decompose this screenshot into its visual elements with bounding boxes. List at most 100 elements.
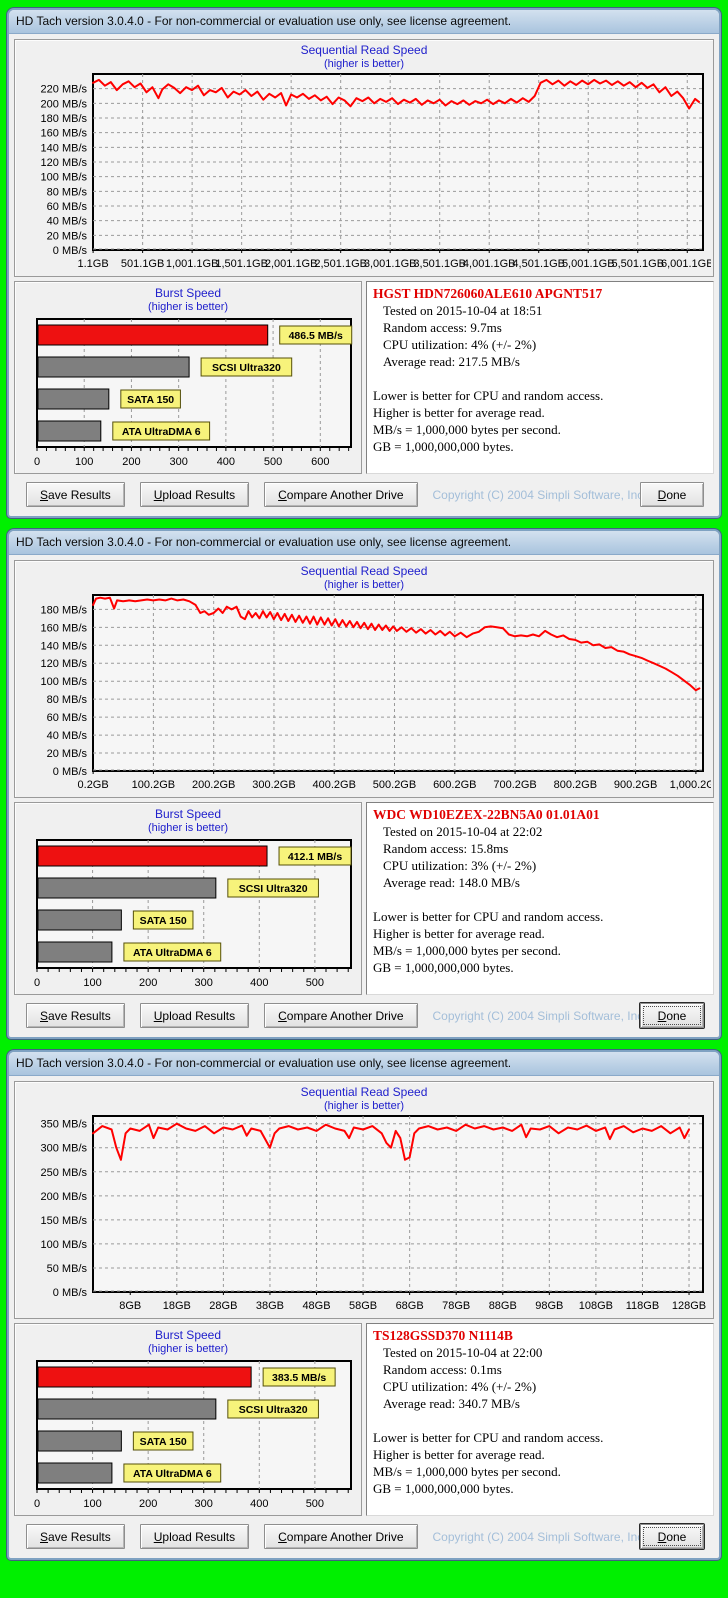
svg-text:700.2GB: 700.2GB	[493, 779, 536, 791]
burst-chart-subtitle: (higher is better)	[147, 301, 229, 313]
svg-text:600: 600	[311, 456, 329, 468]
window-title: HD Tach version 3.0.4.0 - For non-commer…	[16, 14, 512, 28]
svg-text:800.2GB: 800.2GB	[554, 779, 597, 791]
burst-chart-subtitle: (higher is better)	[147, 822, 229, 834]
sequential-read-panel: Sequential Read Speed (higher is better)…	[14, 1081, 714, 1319]
svg-text:0 MB/s: 0 MB/s	[53, 766, 88, 778]
save-results-button[interactable]: Save Results	[26, 482, 125, 507]
burst-chart-title: Burst Speed	[154, 286, 222, 300]
compare-another-drive-button[interactable]: Compare Another Drive	[264, 482, 418, 507]
save-results-button[interactable]: Save Results	[26, 1003, 125, 1028]
hdtach-window-2: HD Tach version 3.0.4.0 - For non-commer…	[7, 529, 721, 1039]
svg-text:60 MB/s: 60 MB/s	[47, 201, 88, 213]
svg-text:140 MB/s: 140 MB/s	[41, 142, 88, 154]
burst-chart-subtitle: (higher is better)	[147, 1343, 229, 1355]
svg-text:160 MB/s: 160 MB/s	[41, 128, 88, 140]
tested-on: Tested on 2015-10-04 at 18:51	[383, 303, 543, 318]
svg-text:4,001.1GB: 4,001.1GB	[463, 258, 516, 270]
svg-text:SATA 150: SATA 150	[140, 915, 187, 927]
svg-text:SCSI Ultra320: SCSI Ultra320	[212, 362, 281, 374]
svg-text:400: 400	[250, 977, 268, 989]
svg-text:5,501.1GB: 5,501.1GB	[611, 258, 664, 270]
burst-chart-title: Burst Speed	[154, 1328, 222, 1342]
average-read: Average read: 340.7 MB/s	[383, 1396, 520, 1411]
burst-speed-chart: 0 100 200 300 400 500 600 486.5 MB/s SCSI Ultra3…	[34, 318, 353, 468]
random-access: Random access: 0.1ms	[383, 1362, 502, 1377]
random-access: Random access: 9.7ms	[383, 320, 502, 335]
svg-text:SCSI Ultra320: SCSI Ultra320	[239, 883, 308, 895]
upload-results-button[interactable]: Upload Results	[139, 482, 250, 507]
svg-text:0: 0	[34, 1498, 40, 1510]
cpu-utilization: CPU utilization: 4% (+/- 2%)	[383, 1379, 537, 1394]
svg-text:412.1 MB/s: 412.1 MB/s	[288, 851, 342, 863]
seq-chart-title: Sequential Read Speed	[300, 564, 428, 578]
svg-text:100 MB/s: 100 MB/s	[41, 1239, 88, 1251]
svg-text:400: 400	[250, 1498, 268, 1510]
svg-text:100.2GB: 100.2GB	[132, 779, 175, 791]
upload-results-button[interactable]: Upload Results	[139, 1524, 250, 1549]
svg-text:3,501.1GB: 3,501.1GB	[413, 258, 466, 270]
compare-another-drive-button[interactable]: Compare Another Drive	[264, 1003, 418, 1028]
svg-text:88GB: 88GB	[489, 1300, 517, 1312]
drive-info-panel: TS128GSSD370 N1114B Tested on 2015-10-04…	[366, 1323, 714, 1516]
svg-text:501.1GB: 501.1GB	[121, 258, 164, 270]
save-results-button[interactable]: Save Results	[26, 1524, 125, 1549]
done-button[interactable]: Done	[640, 482, 704, 507]
svg-text:100 MB/s: 100 MB/s	[41, 172, 88, 184]
done-button[interactable]: Done	[640, 1003, 704, 1028]
random-access: Random access: 15.8ms	[383, 841, 509, 856]
sequential-read-panel: Sequential Read Speed (higher is better)…	[14, 560, 714, 798]
svg-text:2,001.1GB: 2,001.1GB	[265, 258, 318, 270]
note-line: Lower is better for CPU and random acces…	[373, 1430, 604, 1445]
note-line: GB = 1,000,000,000 bytes.	[373, 439, 514, 454]
svg-text:58GB: 58GB	[349, 1300, 377, 1312]
svg-text:108GB: 108GB	[579, 1300, 613, 1312]
svg-text:50 MB/s: 50 MB/s	[47, 1263, 88, 1275]
svg-text:900.2GB: 900.2GB	[614, 779, 657, 791]
note-line: Lower is better for CPU and random acces…	[373, 909, 604, 924]
svg-text:48GB: 48GB	[302, 1300, 330, 1312]
title-bar[interactable]: HD Tach version 3.0.4.0 - For non-commer…	[9, 10, 719, 34]
drive-info-panel: HGST HDN726060ALE610 APGNT517 Tested on …	[366, 281, 714, 474]
svg-text:400: 400	[217, 456, 235, 468]
compare-another-drive-button[interactable]: Compare Another Drive	[264, 1524, 418, 1549]
svg-text:98GB: 98GB	[535, 1300, 563, 1312]
seq-chart-title: Sequential Read Speed	[300, 1085, 428, 1099]
svg-text:500.2GB: 500.2GB	[373, 779, 416, 791]
svg-text:0 MB/s: 0 MB/s	[53, 1287, 88, 1299]
copyright-text: Copyright (C) 2004 Simpli Software, Inc.…	[432, 1529, 640, 1544]
svg-text:128GB: 128GB	[672, 1300, 706, 1312]
note-line: MB/s = 1,000,000 bytes per second.	[373, 422, 561, 437]
svg-text:100: 100	[83, 1498, 101, 1510]
upload-results-button[interactable]: Upload Results	[139, 1003, 250, 1028]
title-bar[interactable]: HD Tach version 3.0.4.0 - For non-commer…	[9, 531, 719, 555]
sequential-read-chart: 0 MB/s 50 MB/s 100 MB/s 150 MB/s 200 MB/s 250…	[41, 1115, 706, 1312]
burst-speed-panel: Burst Speed (higher is better) 0 100 200 30…	[14, 1323, 362, 1516]
svg-text:300: 300	[195, 977, 213, 989]
burst-chart-title: Burst Speed	[154, 807, 222, 821]
drive-model: HGST HDN726060ALE610 APGNT517	[373, 286, 603, 301]
copyright-text: Copyright (C) 2004 Simpli Software, Inc.…	[432, 487, 640, 502]
note-line: GB = 1,000,000,000 bytes.	[373, 1481, 514, 1496]
svg-text:118GB: 118GB	[626, 1300, 659, 1312]
window-title: HD Tach version 3.0.4.0 - For non-commer…	[16, 535, 512, 549]
svg-text:78GB: 78GB	[442, 1300, 470, 1312]
average-read: Average read: 148.0 MB/s	[383, 875, 520, 890]
svg-text:5,001.1GB: 5,001.1GB	[562, 258, 615, 270]
sequential-read-panel: Sequential Read Speed (higher is better)…	[14, 39, 714, 277]
svg-text:500: 500	[264, 456, 282, 468]
done-button[interactable]: Done	[640, 1524, 704, 1549]
svg-text:500: 500	[306, 1498, 324, 1510]
svg-text:300: 300	[195, 1498, 213, 1510]
seq-chart-subtitle: (higher is better)	[323, 1100, 405, 1112]
title-bar[interactable]: HD Tach version 3.0.4.0 - For non-commer…	[9, 1052, 719, 1076]
svg-text:500: 500	[306, 977, 324, 989]
burst-speed-chart: 0 100 200 300 400 500 412.1 MB/s SCSI Ultra320 S…	[34, 839, 352, 989]
svg-text:200: 200	[139, 1498, 157, 1510]
svg-text:40 MB/s: 40 MB/s	[47, 216, 88, 228]
svg-text:38GB: 38GB	[256, 1300, 284, 1312]
sequential-read-chart: 0 MB/s 20 MB/s 40 MB/s 60 MB/s 80 MB/s 100 MB…	[41, 594, 711, 791]
average-read: Average read: 217.5 MB/s	[383, 354, 520, 369]
svg-text:SCSI Ultra320: SCSI Ultra320	[239, 1404, 308, 1416]
svg-text:200 MB/s: 200 MB/s	[41, 1191, 88, 1203]
